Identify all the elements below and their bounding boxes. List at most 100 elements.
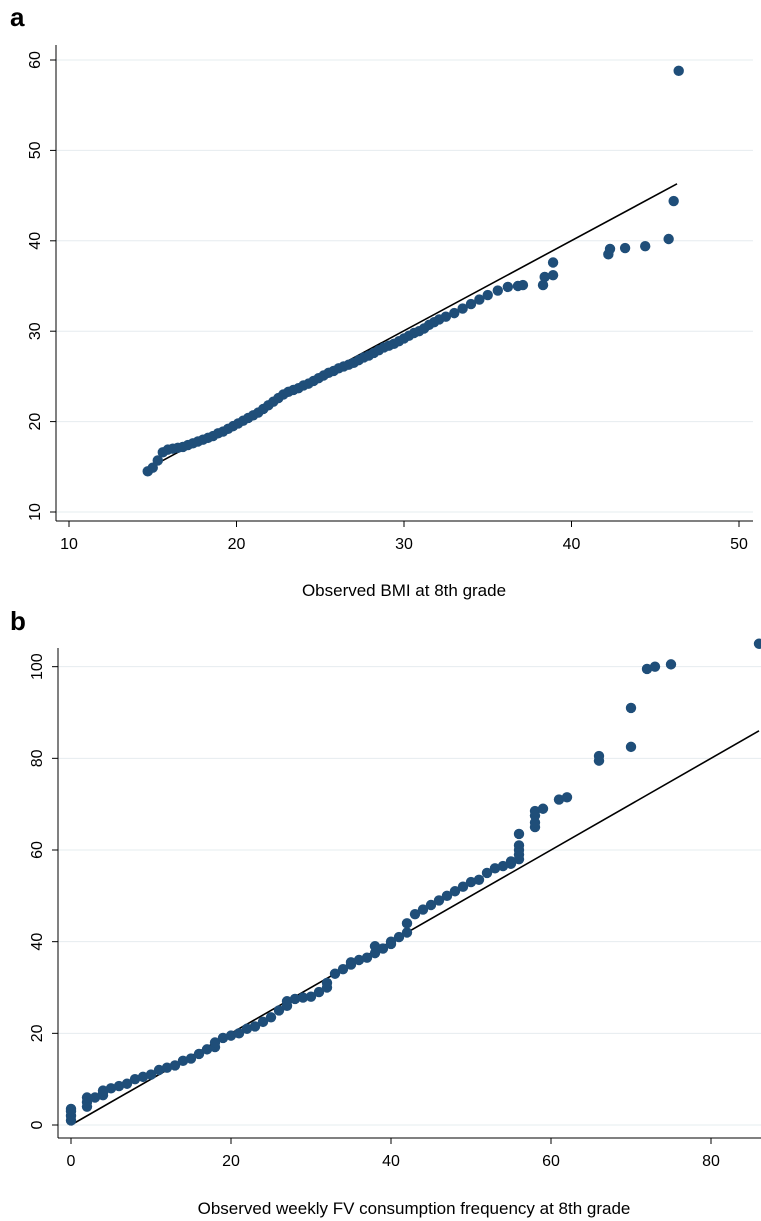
- panel-b-point: [129, 1073, 141, 1085]
- panel-b-point: [257, 1016, 269, 1028]
- panel-b-point: [193, 1048, 205, 1060]
- panel-b-point: [225, 1030, 237, 1041]
- panel-b-point: [481, 867, 493, 879]
- panel-b-point: [593, 750, 605, 762]
- panel-a-x-tick-label-4: 50: [730, 536, 748, 553]
- panel-b-point: [425, 899, 437, 911]
- panel-b-point: [121, 1078, 133, 1089]
- panel-b-point: [401, 927, 413, 938]
- panel-b-point: [561, 792, 573, 803]
- panel-b-point: [305, 991, 317, 1002]
- panel-b-point: [465, 876, 477, 888]
- panel-b-point: [337, 963, 349, 975]
- panel-b-point: [665, 659, 677, 670]
- panel-b-point: [473, 874, 485, 885]
- panel-b-point: [153, 1064, 165, 1076]
- panel-b-y-tick-label-0: 0: [29, 1120, 46, 1129]
- panel-b-point: [361, 952, 373, 963]
- panel-b-point: [329, 968, 341, 979]
- panel-a-point: [440, 311, 452, 322]
- panel-b-point: [553, 794, 565, 805]
- panel-a-point: [465, 298, 477, 310]
- panel-b-point: [513, 828, 525, 840]
- panel-b-x-tick-label-0: 0: [67, 1153, 76, 1170]
- panel-a-point: [457, 303, 468, 314]
- panel-b-x-axis-title: Observed weekly FV consumption frequency…: [198, 1199, 631, 1218]
- panel-b-point: [289, 993, 301, 1005]
- panel-b-point: [273, 1005, 285, 1016]
- panel-b-point: [169, 1060, 181, 1071]
- panel-a-x-axis-title: Observed BMI at 8th grade: [302, 581, 506, 600]
- panel-b-point: [217, 1032, 229, 1044]
- panel-b-axes: 0 20 40 60 80 100 0 20 40 60 80: [29, 648, 761, 1170]
- panel-a-point: [668, 195, 679, 207]
- panel-b-point: [369, 941, 381, 952]
- panel-b: b 0 20 40 60 80 100 0 20 40 60 80 Observed weekly …: [10, 606, 761, 1218]
- panel-a-x-tick-label-0: 10: [60, 536, 78, 553]
- panel-b-point: [457, 881, 469, 892]
- panel-b-point: [497, 860, 509, 872]
- panel-b-y-tick-label-4: 80: [29, 749, 46, 767]
- panel-b-point: [281, 996, 293, 1007]
- panel-a-y-tick-label-0: 10: [27, 503, 44, 521]
- panel-a-point: [147, 462, 158, 473]
- panel-a-point: [152, 455, 163, 466]
- panel-b-point: [65, 1103, 77, 1115]
- panel-a-point: [537, 279, 549, 291]
- panel-a-point: [517, 279, 529, 291]
- panel-b-point: [649, 661, 661, 672]
- panel-a-point: [619, 242, 631, 254]
- panel-b-point: [177, 1055, 189, 1067]
- panel-b-point: [513, 840, 525, 851]
- panel-a-y-tick-label-1: 20: [27, 413, 44, 431]
- panel-a-label: a: [10, 2, 25, 32]
- panel-a-points: [142, 65, 684, 477]
- panel-b-point: [233, 1028, 245, 1039]
- panel-b-point: [505, 856, 517, 867]
- panel-b-point: [265, 1012, 277, 1023]
- panel-b-point: [377, 943, 389, 954]
- panel-b-point: [321, 977, 333, 989]
- panel-b-point: [433, 895, 445, 906]
- panel-b-point: [537, 803, 549, 814]
- panel-b-point: [137, 1071, 149, 1083]
- panel-b-x-tick-label-4: 80: [702, 1153, 720, 1170]
- panel-a-point: [539, 271, 550, 283]
- panel-b-point: [625, 702, 637, 714]
- panel-b-x-tick-label-1: 20: [222, 1153, 240, 1170]
- panel-b-point: [145, 1069, 157, 1080]
- panel-a-point: [492, 285, 503, 296]
- panel-b-point: [105, 1083, 117, 1094]
- panel-b-point: [185, 1053, 197, 1064]
- panel-a-x-tick-label-1: 20: [228, 536, 246, 553]
- panel-b-point: [345, 957, 357, 968]
- panel-b-point: [89, 1092, 101, 1103]
- panel-b-point: [753, 638, 761, 649]
- panel-b-points: [65, 638, 761, 1126]
- panel-b-point: [249, 1021, 261, 1032]
- panel-b-point: [81, 1092, 93, 1103]
- panel-b-point: [641, 663, 653, 675]
- panel-b-point: [209, 1037, 221, 1048]
- panel-a-axes: 10 20 30 40 50 60 10 20 30 40 50: [27, 45, 753, 553]
- panel-b-point: [417, 904, 429, 915]
- panel-a-y-tick-label-4: 50: [27, 141, 44, 159]
- panel-a-point: [673, 65, 684, 77]
- panel-a-y-tick-label-5: 60: [27, 51, 44, 69]
- panel-b-point: [385, 936, 397, 947]
- panel-a-x-tick-label-2: 30: [395, 536, 413, 553]
- panel-b-x-tick-label-2: 40: [382, 1153, 400, 1170]
- panel-b-point: [393, 931, 405, 943]
- panel-b-point: [401, 918, 413, 929]
- panel-b-y-tick-label-1: 20: [29, 1024, 46, 1042]
- panel-b-gridlines: [58, 666, 761, 1126]
- panel-a-y-tick-label-2: 30: [27, 322, 44, 340]
- panel-b-point: [97, 1085, 109, 1096]
- panel-b-point: [625, 741, 637, 753]
- panel-a-y-tick-label-3: 40: [27, 232, 44, 250]
- panel-a-point: [502, 281, 514, 293]
- panel-a: a 10 20 30 40 50 60 10 20 30 40 50 Observed BMI at…: [10, 2, 753, 600]
- panel-b-point: [241, 1023, 253, 1034]
